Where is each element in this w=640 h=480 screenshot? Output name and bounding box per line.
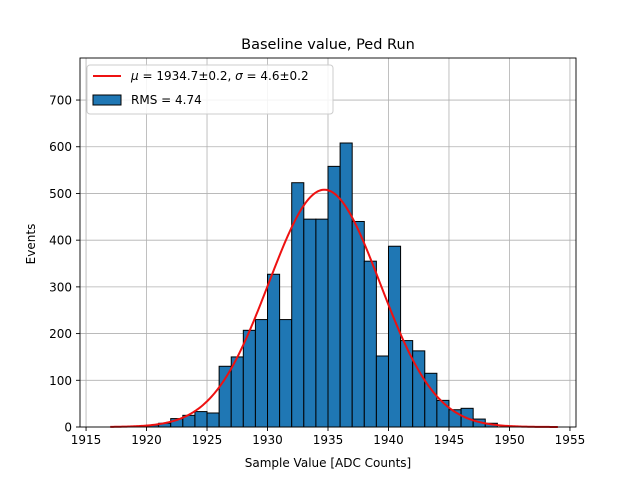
histogram-bar [400,340,414,428]
x-tick-label: 1955 [555,433,586,447]
axis-ticks: 1915 1920 1925 1930 1935 1940 1945 1950 1955 0 100… [49,94,585,447]
x-tick-label: 1950 [494,433,525,447]
legend: μ = 1934.7±0.2, σ = 4.6±0.2 RMS = 4.74 [86,64,334,115]
y-tick-label: 200 [49,327,72,341]
fit-curve [110,188,558,428]
histogram-bar [267,273,281,428]
histogram-bar [327,165,341,428]
x-tick-label: 1930 [252,433,283,447]
gaussian-fit [110,188,558,428]
x-tick-label: 1925 [192,433,223,447]
legend-mu-value: = 1934.7±0.2, [139,69,235,83]
histogram-bar [218,365,232,428]
histogram-bar [375,355,389,428]
legend-histogram-label: RMS = 4.74 [131,93,202,107]
x-tick-label: 1945 [434,433,465,447]
chart-title: Baseline value, Ped Run [241,37,415,53]
y-tick-label: 0 [64,421,72,435]
x-tick-label: 1915 [71,433,102,447]
legend-mu-symbol: μ [130,69,139,83]
histogram-bar [363,260,377,428]
histogram-bar [242,329,256,428]
x-tick-label: 1940 [373,433,404,447]
y-tick-label: 500 [49,187,72,201]
legend-fit-label: μ = 1934.7±0.2, σ = 4.6±0.2 [130,69,309,83]
histogram-bar [206,412,220,428]
x-axis-label: Sample Value [ADC Counts] [245,456,411,470]
histogram-bar [291,182,305,428]
histogram-bar [230,356,244,428]
legend-box [86,64,334,115]
y-tick-label: 300 [49,280,72,294]
histogram-bar [279,319,293,428]
histogram-bar [303,218,317,428]
histogram-bar [194,411,208,428]
histogram-bar [387,245,402,428]
legend-sigma-symbol: σ [235,69,243,83]
y-tick-label: 700 [49,94,72,108]
y-axis-label: Events [24,224,38,265]
y-tick-label: 400 [49,234,72,248]
histogram-bar [315,218,329,428]
x-tick-label: 1935 [313,433,344,447]
y-tick-label: 600 [49,140,72,154]
y-tick-label: 100 [49,374,72,388]
legend-histogram-swatch [92,94,122,106]
histogram-bar [339,142,353,428]
x-tick-label: 1920 [131,433,162,447]
legend-sigma-value: = 4.6±0.2 [243,69,309,83]
histogram-bar [351,220,365,428]
histogram-bar [254,319,269,428]
histogram-bar [436,399,450,428]
